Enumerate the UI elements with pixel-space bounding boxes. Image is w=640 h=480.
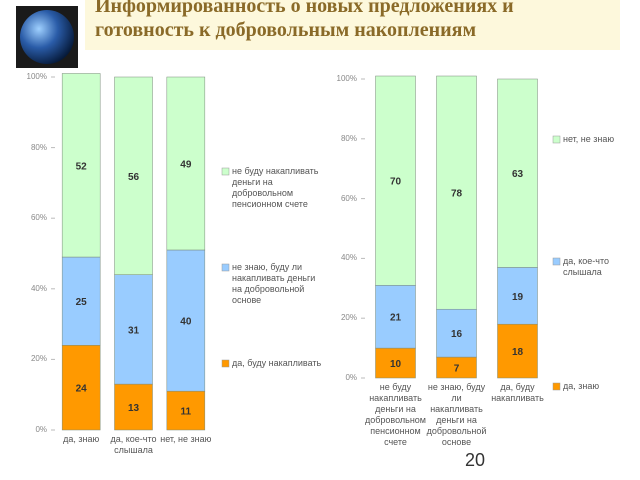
data-label: 25 [76, 297, 88, 308]
data-label: 78 [451, 189, 463, 200]
data-label: 7 [454, 364, 460, 375]
y-tick-label: 80% [340, 133, 357, 143]
legend-swatch [552, 382, 561, 391]
data-label: 18 [512, 347, 524, 358]
bar-segment [497, 323, 538, 379]
page-number: 20 [465, 450, 486, 470]
data-label: 13 [128, 403, 140, 414]
bar-segment [61, 345, 101, 431]
x-tick-label: да, кое-что слышала [110, 434, 157, 455]
data-label: 10 [390, 359, 402, 370]
bar-segment [497, 267, 538, 325]
data-label: 52 [76, 161, 88, 172]
data-label: 70 [390, 177, 402, 188]
legend-label: да, кое-что слышала [563, 256, 610, 277]
bar-segment [375, 285, 416, 349]
data-label: 24 [76, 384, 88, 395]
legend-swatch [552, 257, 561, 266]
legend-label: да, знаю [563, 381, 600, 391]
bar-segment [497, 78, 538, 268]
y-tick-label: 40% [30, 283, 47, 293]
legend-label: не буду накапливать деньги на добровольн… [232, 166, 319, 209]
bar-segment [375, 75, 416, 286]
bar-segment [436, 75, 477, 310]
bar-segment [166, 76, 206, 251]
legend-label: да, буду накапливать [232, 358, 322, 368]
bar-segment [375, 347, 416, 379]
data-label: 31 [128, 325, 140, 336]
data-label: 19 [512, 292, 524, 303]
y-tick-label: 0% [35, 425, 47, 434]
data-label: 63 [512, 169, 524, 180]
bar-segment [61, 256, 101, 346]
data-label: 11 [181, 407, 192, 418]
legend-swatch [221, 359, 230, 368]
legend-swatch [552, 135, 561, 144]
x-tick-label: да, буду накапливать [491, 382, 544, 403]
x-tick-label: да, знаю [63, 434, 100, 444]
bar-segment [114, 274, 153, 385]
y-tick-label: 60% [340, 193, 357, 203]
y-tick-label: 100% [336, 74, 357, 83]
legend-swatch [221, 263, 230, 272]
globe-icon [20, 10, 74, 64]
title-banner [85, 0, 620, 50]
legend-label: не знаю, буду ли накапливать деньги на д… [232, 262, 316, 305]
x-tick-label: нет, не знаю [160, 434, 212, 444]
y-tick-label: 20% [340, 313, 357, 323]
legend-label: нет, не знаю [563, 134, 615, 144]
bar-segment [114, 76, 153, 275]
y-tick-label: 20% [30, 354, 47, 364]
y-tick-label: 0% [345, 373, 357, 382]
data-label: 56 [128, 172, 140, 183]
slide-title: Информированность о новых предложениях и… [95, 0, 514, 41]
y-tick-label: 100% [26, 72, 47, 81]
y-tick-label: 60% [30, 213, 47, 223]
y-tick-label: 80% [30, 142, 47, 152]
y-tick-label: 40% [340, 253, 357, 263]
legend-swatch [221, 167, 230, 176]
data-label: 49 [180, 159, 192, 170]
x-tick-label: не буду накапливать деньги на добровольн… [364, 382, 426, 447]
bar-segment [61, 73, 101, 258]
bar-segment [166, 249, 206, 392]
bar-segment [166, 390, 206, 431]
data-label: 40 [180, 317, 192, 328]
x-tick-label: не знаю, буду ли накапливать деньги на д… [426, 382, 487, 447]
data-label: 21 [390, 313, 402, 324]
data-label: 16 [451, 329, 463, 340]
